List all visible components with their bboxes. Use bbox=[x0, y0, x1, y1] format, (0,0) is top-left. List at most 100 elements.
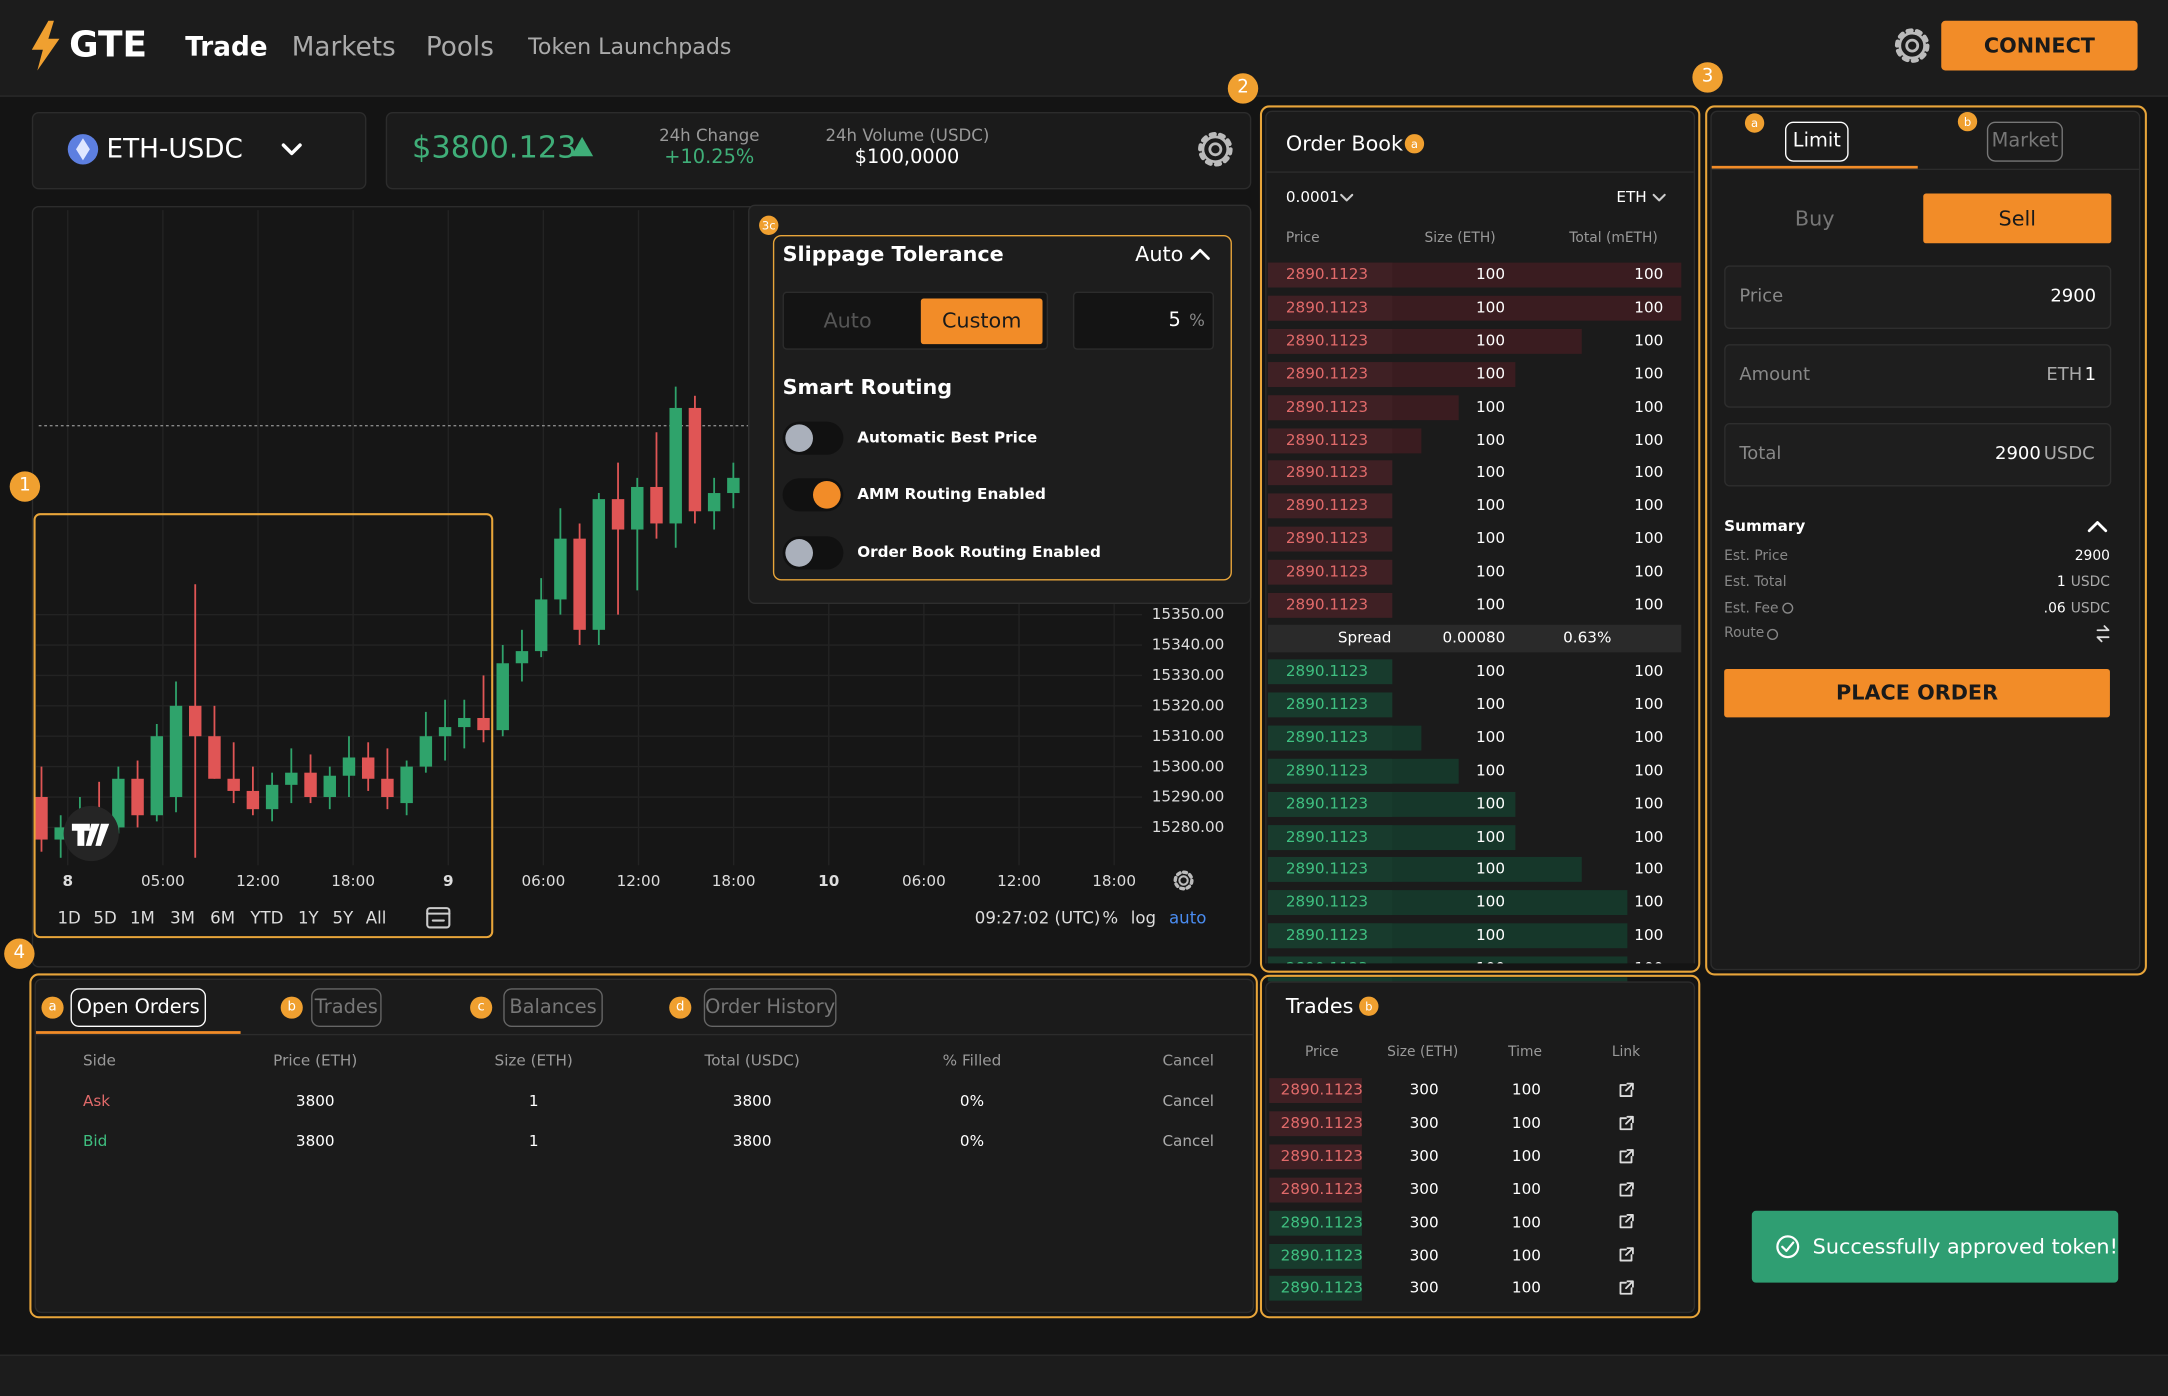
ob-total: 100 bbox=[1634, 662, 1664, 681]
place-order-button[interactable]: PLACE ORDER bbox=[1724, 668, 2110, 718]
candle-body bbox=[534, 599, 548, 652]
order-cell[interactable]: Cancel bbox=[1162, 1132, 1214, 1150]
badge: 2 bbox=[1227, 73, 1259, 104]
ob-total: 100 bbox=[1634, 728, 1664, 747]
badge: c bbox=[470, 996, 493, 1019]
side-button[interactable]: Buy bbox=[1794, 205, 1835, 231]
change-label: 24h Change bbox=[659, 125, 760, 146]
candle-body bbox=[169, 705, 183, 798]
divider bbox=[1711, 168, 2139, 171]
nav-link[interactable]: Token Launchpads bbox=[528, 33, 732, 60]
divider bbox=[1266, 171, 1694, 173]
summary-value: 1 bbox=[2056, 574, 2066, 590]
trade-time: 100 bbox=[1511, 1213, 1541, 1231]
candle-body bbox=[227, 778, 240, 791]
trade-time: 100 bbox=[1511, 1279, 1541, 1298]
candle-body bbox=[92, 812, 106, 834]
badge: a bbox=[1744, 113, 1765, 133]
scale-option[interactable]: auto bbox=[1169, 908, 1207, 928]
candle-body bbox=[400, 766, 413, 804]
y-tick-label: 15290.00 bbox=[1151, 787, 1225, 806]
tab[interactable]: Open Orders bbox=[70, 988, 207, 1027]
nav-link[interactable]: Markets bbox=[291, 31, 396, 63]
toggle-knob bbox=[812, 481, 841, 509]
badge: a bbox=[1404, 134, 1425, 154]
side-button[interactable]: Sell bbox=[1923, 193, 2112, 244]
ob-total: 100 bbox=[1634, 529, 1664, 548]
candle-body bbox=[285, 772, 298, 785]
candle-body bbox=[611, 499, 625, 530]
ob-total: 100 bbox=[1634, 893, 1664, 912]
slippage-highlight bbox=[772, 234, 1232, 581]
y-tick-label: 15310.00 bbox=[1151, 726, 1225, 745]
toggle[interactable] bbox=[782, 536, 844, 570]
trades-title: Trades bbox=[1285, 993, 1354, 1019]
badge: 4 bbox=[4, 938, 35, 969]
candle-body bbox=[592, 499, 606, 630]
ob-total: 100 bbox=[1634, 364, 1664, 383]
x-tick-label: 06:00 bbox=[521, 872, 566, 891]
field-value: 2900 bbox=[1995, 443, 2041, 465]
routing-title: Smart Routing bbox=[782, 374, 953, 400]
ob-total: 100 bbox=[1634, 761, 1664, 780]
scale-option[interactable]: log bbox=[1130, 908, 1157, 928]
toggle[interactable] bbox=[782, 421, 844, 455]
connect-button[interactable]: CONNECT bbox=[1941, 20, 2138, 71]
toggle-label: Order Book Routing Enabled bbox=[857, 543, 1101, 562]
ob-total: 100 bbox=[1634, 331, 1664, 350]
trade-time: 100 bbox=[1511, 1179, 1541, 1198]
y-tick-label: 15280.00 bbox=[1151, 817, 1225, 836]
ob-total: 100 bbox=[1634, 860, 1664, 879]
trade-time: 100 bbox=[1511, 1246, 1541, 1265]
slippage-option[interactable]: Auto bbox=[823, 308, 872, 334]
pair-name[interactable]: ETH-USDC bbox=[106, 134, 243, 165]
footer-bar bbox=[0, 1354, 2168, 1396]
ob-total: 100 bbox=[1634, 265, 1664, 284]
nav-link[interactable]: Trade bbox=[185, 31, 268, 63]
nav-link[interactable]: Pools bbox=[425, 31, 494, 63]
ob-total: 100 bbox=[1634, 430, 1664, 449]
order-book-title: Order Book bbox=[1285, 131, 1404, 157]
y-tick-label: 15320.00 bbox=[1151, 696, 1225, 715]
candle-body bbox=[727, 477, 740, 494]
ob-total: 100 bbox=[1634, 595, 1664, 614]
candle-body bbox=[246, 790, 260, 810]
badge: 3 bbox=[1692, 62, 1723, 93]
candle-body bbox=[554, 538, 567, 600]
candle-body bbox=[438, 727, 452, 737]
tab[interactable]: Trades bbox=[311, 988, 382, 1027]
unit-select[interactable]: ETH bbox=[1616, 187, 1647, 206]
candle-body bbox=[477, 717, 490, 731]
summary-label: Route bbox=[1724, 626, 1765, 642]
x-tick-label: 10 bbox=[818, 872, 840, 891]
toggle[interactable] bbox=[782, 478, 844, 512]
order-cell[interactable]: Cancel bbox=[1162, 1091, 1214, 1110]
tab[interactable]: Order History bbox=[703, 988, 837, 1027]
last-price: $3800.123 bbox=[412, 131, 577, 166]
field-value: 2900 bbox=[2050, 286, 2097, 307]
trade-time: 100 bbox=[1511, 1113, 1541, 1132]
candle-body bbox=[707, 493, 721, 512]
ob-total: 100 bbox=[1634, 562, 1664, 581]
ob-total: 100 bbox=[1634, 794, 1664, 813]
ob-total: 100 bbox=[1634, 496, 1664, 515]
candle-body bbox=[131, 778, 144, 816]
tab[interactable]: Market bbox=[1986, 121, 2063, 162]
trade-time: 100 bbox=[1511, 1146, 1541, 1165]
candle-body bbox=[631, 486, 644, 530]
toggle-label: AMM Routing Enabled bbox=[857, 485, 1046, 504]
candle-body bbox=[458, 717, 471, 728]
slippage-option[interactable]: Custom bbox=[920, 298, 1043, 345]
scale-option[interactable]: % bbox=[1102, 908, 1119, 928]
trade-time: 100 bbox=[1511, 1080, 1541, 1099]
range-button[interactable]: All bbox=[365, 908, 387, 928]
tab[interactable]: Limit bbox=[1785, 121, 1849, 162]
candle-body bbox=[35, 797, 48, 840]
slippage-mode[interactable]: Auto bbox=[1135, 241, 1184, 267]
x-tick-label: 18:00 bbox=[1092, 872, 1137, 891]
badge: b bbox=[280, 996, 303, 1019]
tab[interactable]: Balances bbox=[503, 988, 603, 1027]
change-value: +10.25% bbox=[664, 146, 755, 169]
y-tick-label: 15330.00 bbox=[1151, 665, 1225, 684]
candle-body bbox=[73, 812, 87, 828]
